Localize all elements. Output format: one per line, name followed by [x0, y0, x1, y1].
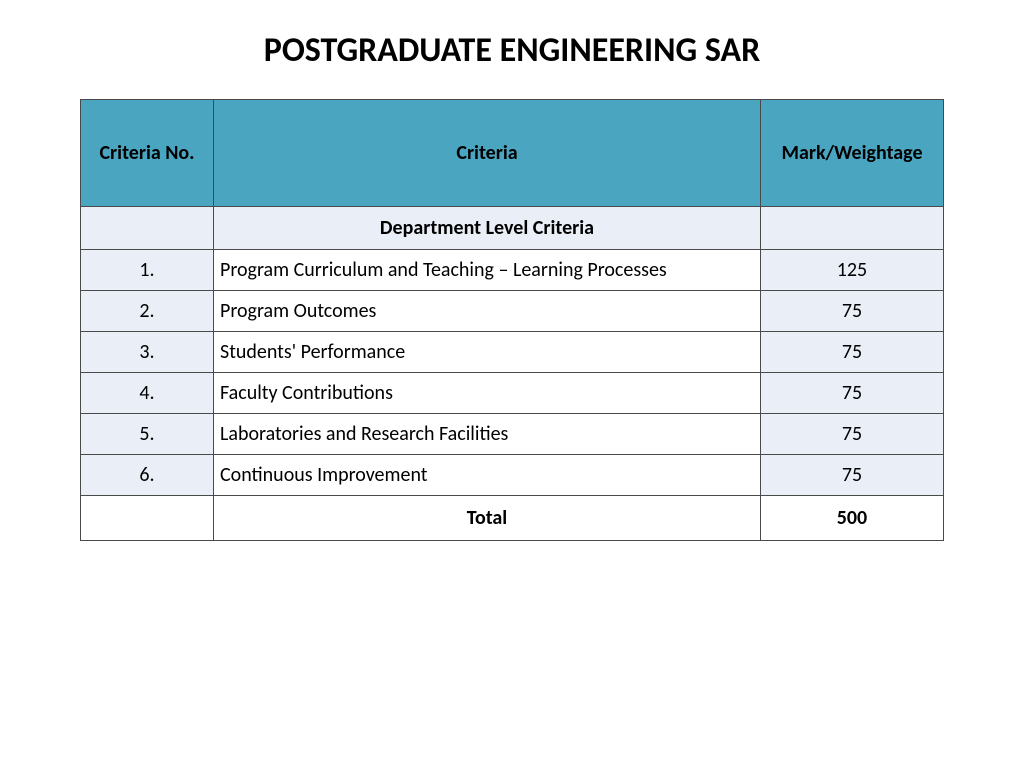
section-blank-mark — [761, 207, 944, 250]
total-row: Total 500 — [81, 496, 944, 541]
cell-crit: Program Outcomes — [214, 291, 761, 332]
cell-no: 2. — [81, 291, 214, 332]
col-header-no: Criteria No. — [81, 100, 214, 207]
cell-mark: 75 — [761, 291, 944, 332]
section-row: Department Level Criteria — [81, 207, 944, 250]
cell-crit: Laboratories and Research Facilities — [214, 414, 761, 455]
criteria-table: Criteria No. Criteria Mark/Weightage Dep… — [80, 99, 944, 541]
table-row: 1. Program Curriculum and Teaching – Lea… — [81, 250, 944, 291]
cell-crit: Program Curriculum and Teaching – Learni… — [214, 250, 761, 291]
table-row: 5. Laboratories and Research Facilities … — [81, 414, 944, 455]
cell-mark: 125 — [761, 250, 944, 291]
slide: POSTGRADUATE ENGINEERING SAR Criteria No… — [0, 0, 1024, 541]
cell-mark: 75 — [761, 332, 944, 373]
cell-crit: Continuous Improvement — [214, 455, 761, 496]
col-header-crit: Criteria — [214, 100, 761, 207]
page-title: POSTGRADUATE ENGINEERING SAR — [80, 30, 944, 71]
cell-crit: Students' Performance — [214, 332, 761, 373]
table-row: 6. Continuous Improvement 75 — [81, 455, 944, 496]
cell-mark: 75 — [761, 373, 944, 414]
cell-mark: 75 — [761, 455, 944, 496]
col-header-mark: Mark/Weightage — [761, 100, 944, 207]
section-blank — [81, 207, 214, 250]
section-label: Department Level Criteria — [214, 207, 761, 250]
total-label: Total — [214, 496, 761, 541]
cell-no: 4. — [81, 373, 214, 414]
table-header-row: Criteria No. Criteria Mark/Weightage — [81, 100, 944, 207]
cell-no: 5. — [81, 414, 214, 455]
table-row: 4. Faculty Contributions 75 — [81, 373, 944, 414]
table-row: 2. Program Outcomes 75 — [81, 291, 944, 332]
total-blank — [81, 496, 214, 541]
cell-no: 3. — [81, 332, 214, 373]
total-mark: 500 — [761, 496, 944, 541]
cell-crit: Faculty Contributions — [214, 373, 761, 414]
cell-no: 6. — [81, 455, 214, 496]
cell-mark: 75 — [761, 414, 944, 455]
cell-no: 1. — [81, 250, 214, 291]
table-row: 3. Students' Performance 75 — [81, 332, 944, 373]
